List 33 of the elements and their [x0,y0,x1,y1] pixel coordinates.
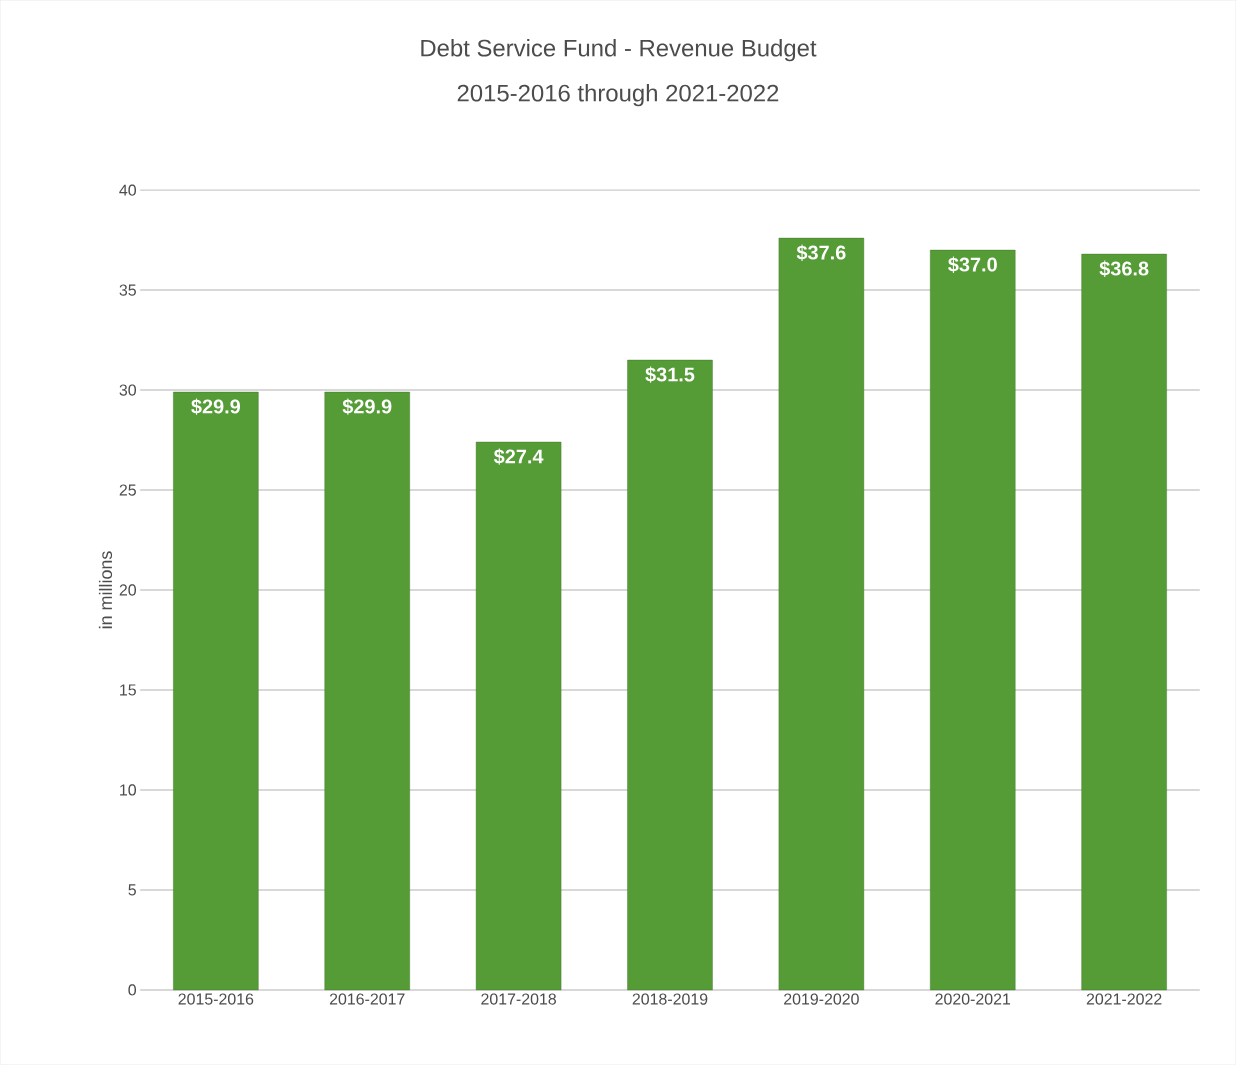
y-tick-label: 0 [128,984,137,996]
data-label: $27.4 [493,448,544,465]
bar [475,441,562,991]
y-tick-label: 40 [119,184,137,196]
data-label: $37.6 [796,244,846,261]
data-label: $37.0 [948,256,997,273]
bar [173,391,259,991]
bar [1081,253,1167,991]
y-tick-label: 30 [119,384,137,396]
x-tick-label: 2019-2020 [784,993,859,1005]
y-tick-label: 25 [119,484,136,496]
x-tick-label: 2017-2018 [481,993,556,1005]
x-tick-label: 2016-2017 [329,993,405,1005]
x-tick-label: 2018-2019 [632,993,708,1005]
y-tick-label: 15 [120,684,136,696]
bar [778,237,865,991]
x-tick-label: 2020-2021 [935,993,1011,1005]
y-tick-label: 5 [128,884,136,896]
data-label: $29.9 [191,398,241,415]
bar [627,359,713,991]
data-label: $29.9 [342,398,392,415]
data-label: $36.8 [1099,260,1149,277]
x-tick-label: 2021-2022 [1086,993,1162,1005]
y-tick-label: 35 [119,284,136,296]
y-axis-title: in millions [98,551,113,629]
x-tick-label: 2015-2016 [178,993,254,1005]
y-tick-label: 20 [119,584,137,596]
chart-subtitle: 2015-2016 through 2021-2022 [457,83,779,107]
bar [930,249,1016,991]
data-label: $31.5 [645,366,695,383]
chart-title: Debt Service Fund - Revenue Budget [421,39,817,62]
y-tick-label: 10 [120,784,137,796]
bar [324,391,410,991]
